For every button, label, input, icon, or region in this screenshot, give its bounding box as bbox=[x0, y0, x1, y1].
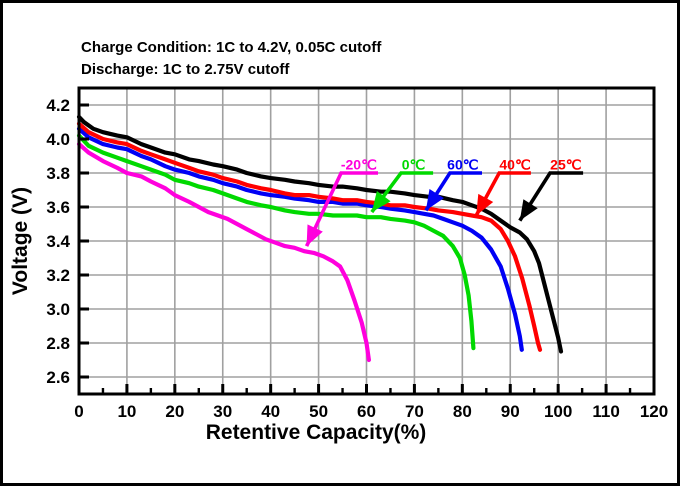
y-tick-label: 4.0 bbox=[46, 130, 70, 149]
x-tick-label: 10 bbox=[117, 402, 136, 421]
x-tick-label: 20 bbox=[165, 402, 184, 421]
charge-condition-line: Charge Condition: 1C to 4.2V, 0.05C cuto… bbox=[81, 39, 382, 56]
x-tick-label: 50 bbox=[309, 402, 328, 421]
x-axis-title: Retentive Capacity(%) bbox=[206, 421, 427, 444]
x-tick-label: 100 bbox=[544, 402, 572, 421]
annotation-arrowhead-0c bbox=[371, 191, 391, 213]
annotation-arrowhead-40c bbox=[476, 193, 494, 216]
y-axis-title: Voltage (V) bbox=[9, 187, 32, 295]
y-tick-label: 3.2 bbox=[46, 266, 70, 285]
charge-conditions-text: Charge Condition: 1C to 4.2V, 0.05C cuto… bbox=[81, 37, 381, 81]
y-tick-label: 2.6 bbox=[46, 368, 70, 387]
y-tick-label: 3.4 bbox=[46, 232, 70, 251]
annotation-arrowhead-25c bbox=[519, 199, 538, 221]
annotation-line-minus20c bbox=[304, 171, 378, 247]
x-tick-label: 110 bbox=[592, 402, 619, 421]
series-minus20c-curve bbox=[76, 142, 371, 363]
x-tick-label: 120 bbox=[640, 402, 668, 421]
series-40c-curve bbox=[76, 121, 543, 352]
series-0c-curve bbox=[76, 133, 476, 351]
y-tick-label: 3.6 bbox=[46, 198, 70, 217]
series-25c-curve bbox=[76, 114, 564, 354]
x-tick-label: 90 bbox=[501, 402, 520, 421]
discharge-condition-line: Discharge: 1C to 2.75V cutoff bbox=[81, 61, 290, 78]
chart-canvas: 0 10 20 30 40 50 60 70 80 90 100 110 120 2.6 2.8 3.0 3.2… bbox=[9, 86, 668, 444]
y-tick-label: 4.2 bbox=[46, 96, 70, 115]
annotation-label-40c: 40℃ bbox=[499, 157, 531, 173]
annotation-label-60c: 60℃ bbox=[447, 157, 479, 173]
annotation-label-0c: 0℃ bbox=[402, 157, 426, 173]
x-tick-label: 60 bbox=[357, 402, 376, 421]
y-tick-label: 2.8 bbox=[46, 334, 70, 353]
x-tick-label: 30 bbox=[213, 402, 232, 421]
x-tick-label: 80 bbox=[453, 402, 472, 421]
y-tick-label: 3.8 bbox=[46, 164, 70, 183]
annotation-arrowhead-60c bbox=[425, 189, 444, 211]
x-tick-label: 40 bbox=[261, 402, 280, 421]
annotation-label-25c: 25℃ bbox=[550, 157, 582, 173]
annotation-arrowhead-minus20c bbox=[306, 224, 323, 247]
x-tick-label: 70 bbox=[405, 402, 424, 421]
annotation-label-minus20c: -20℃ bbox=[341, 157, 377, 173]
y-tick-label: 3.0 bbox=[46, 300, 70, 319]
x-tick-label: 0 bbox=[74, 402, 83, 421]
